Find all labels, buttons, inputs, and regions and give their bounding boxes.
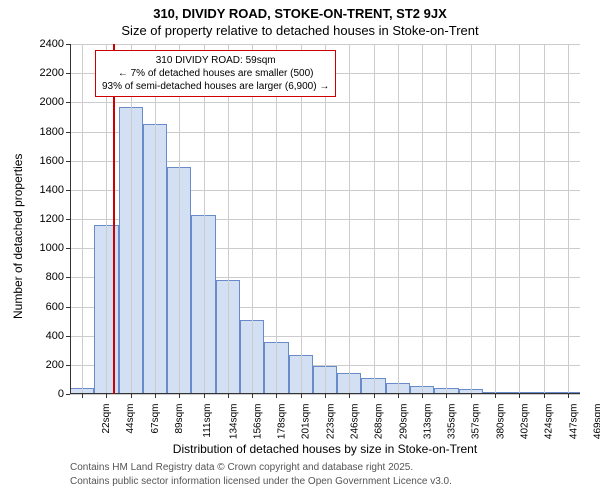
grid-line-vertical	[349, 44, 350, 394]
x-tick-label: 447sqm	[568, 404, 579, 440]
x-tick-label: 22sqm	[101, 404, 112, 434]
x-tick-mark	[544, 394, 545, 398]
x-tick-label: 357sqm	[471, 404, 482, 440]
x-tick-mark	[349, 394, 350, 398]
y-tick-label: 2000	[40, 96, 64, 108]
chart-container: 310, DIVIDY ROAD, STOKE-ON-TRENT, ST2 9J…	[0, 0, 600, 500]
x-tick-label: 380sqm	[495, 404, 506, 440]
x-tick-label: 201sqm	[301, 404, 312, 440]
grid-line-vertical	[446, 44, 447, 394]
x-tick-label: 89sqm	[174, 404, 185, 434]
x-tick-mark	[179, 394, 180, 398]
x-tick-label: 156sqm	[252, 404, 263, 440]
grid-line-vertical	[398, 44, 399, 394]
x-tick-label: 67sqm	[150, 404, 161, 434]
x-tick-label: 134sqm	[228, 404, 239, 440]
grid-line-vertical	[495, 44, 496, 394]
grid-line-vertical	[82, 44, 83, 394]
x-tick-mark	[131, 394, 132, 398]
x-tick-label: 402sqm	[520, 404, 531, 440]
grid-line-vertical	[422, 44, 423, 394]
y-axis-line	[70, 44, 71, 394]
x-tick-mark	[252, 394, 253, 398]
y-tick-label: 600	[46, 301, 64, 313]
chart-title-main: 310, DIVIDY ROAD, STOKE-ON-TRENT, ST2 9J…	[0, 0, 600, 21]
x-tick-label: 111sqm	[202, 404, 213, 438]
annotation-line-3: 93% of semi-detached houses are larger (…	[102, 80, 329, 93]
x-tick-mark	[276, 394, 277, 398]
grid-line-vertical	[568, 44, 569, 394]
y-tick-label: 1600	[40, 155, 64, 167]
grid-line-vertical	[374, 44, 375, 394]
annotation-line-1: 310 DIVIDY ROAD: 59sqm	[102, 54, 329, 67]
y-tick-label: 1800	[40, 126, 64, 138]
x-tick-mark	[495, 394, 496, 398]
x-tick-mark	[325, 394, 326, 398]
grid-line-vertical	[519, 44, 520, 394]
grid-line-vertical	[471, 44, 472, 394]
x-tick-mark	[82, 394, 83, 398]
x-tick-label: 335sqm	[447, 404, 458, 440]
chart-title-sub: Size of property relative to detached ho…	[0, 21, 600, 42]
x-tick-mark	[204, 394, 205, 398]
x-tick-label: 313sqm	[422, 404, 433, 440]
x-tick-label: 178sqm	[277, 404, 288, 440]
x-tick-mark	[301, 394, 302, 398]
footer-line-2: Contains public sector information licen…	[70, 476, 452, 487]
x-tick-label: 246sqm	[350, 404, 361, 440]
y-tick-label: 1000	[40, 242, 64, 254]
y-tick-label: 2400	[40, 38, 64, 50]
x-tick-mark	[519, 394, 520, 398]
annotation-box: 310 DIVIDY ROAD: 59sqm ← 7% of detached …	[95, 50, 336, 97]
annotation-line-2: ← 7% of detached houses are smaller (500…	[102, 67, 329, 80]
x-tick-mark	[398, 394, 399, 398]
x-tick-label: 290sqm	[398, 404, 409, 440]
x-tick-mark	[155, 394, 156, 398]
grid-line-vertical	[544, 44, 545, 394]
x-tick-label: 424sqm	[544, 404, 555, 440]
x-tick-mark	[374, 394, 375, 398]
y-axis-title: Number of detached properties	[11, 154, 25, 319]
x-axis-title: Distribution of detached houses by size …	[70, 442, 580, 456]
y-tick-label: 200	[46, 359, 64, 371]
y-tick-mark	[66, 394, 70, 395]
x-tick-label: 44sqm	[125, 404, 136, 434]
x-tick-mark	[446, 394, 447, 398]
x-axis-line	[70, 393, 580, 394]
y-tick-label: 1200	[40, 213, 64, 225]
x-tick-mark	[471, 394, 472, 398]
x-tick-label: 223sqm	[325, 404, 336, 440]
x-tick-label: 268sqm	[374, 404, 385, 440]
x-tick-label: 469sqm	[592, 404, 600, 440]
x-tick-mark	[422, 394, 423, 398]
y-tick-label: 0	[58, 388, 64, 400]
x-tick-mark	[228, 394, 229, 398]
y-tick-label: 1400	[40, 184, 64, 196]
y-tick-label: 2200	[40, 67, 64, 79]
y-tick-label: 400	[46, 330, 64, 342]
x-tick-mark	[106, 394, 107, 398]
y-tick-label: 800	[46, 271, 64, 283]
footer-line-1: Contains HM Land Registry data © Crown c…	[70, 462, 413, 473]
x-tick-mark	[568, 394, 569, 398]
